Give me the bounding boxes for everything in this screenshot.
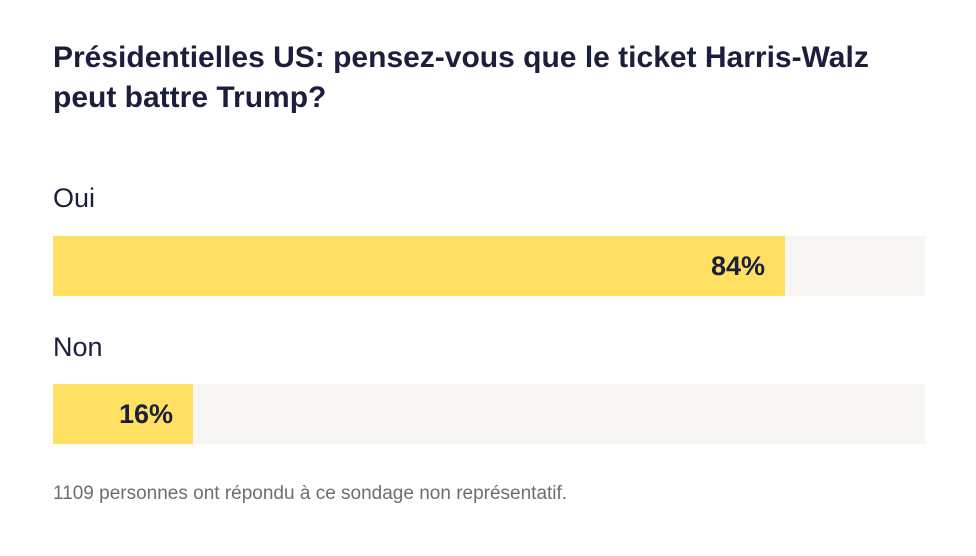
- chart-title: Présidentielles US: pensez-vous que le t…: [53, 41, 869, 114]
- option-label-oui: Oui: [53, 183, 96, 213]
- bar-track-oui: 84%: [53, 236, 925, 296]
- option-label-non: Non: [53, 332, 103, 362]
- bar-value-oui: 84%: [710, 251, 765, 281]
- bar-fill-non: [53, 384, 193, 444]
- footnote: 1109 personnes ont répondu à ce sondage …: [53, 483, 568, 504]
- bar-track-non: 16%: [53, 384, 925, 444]
- bar-fill-oui: [53, 236, 785, 296]
- bar-value-non: 16%: [118, 399, 173, 429]
